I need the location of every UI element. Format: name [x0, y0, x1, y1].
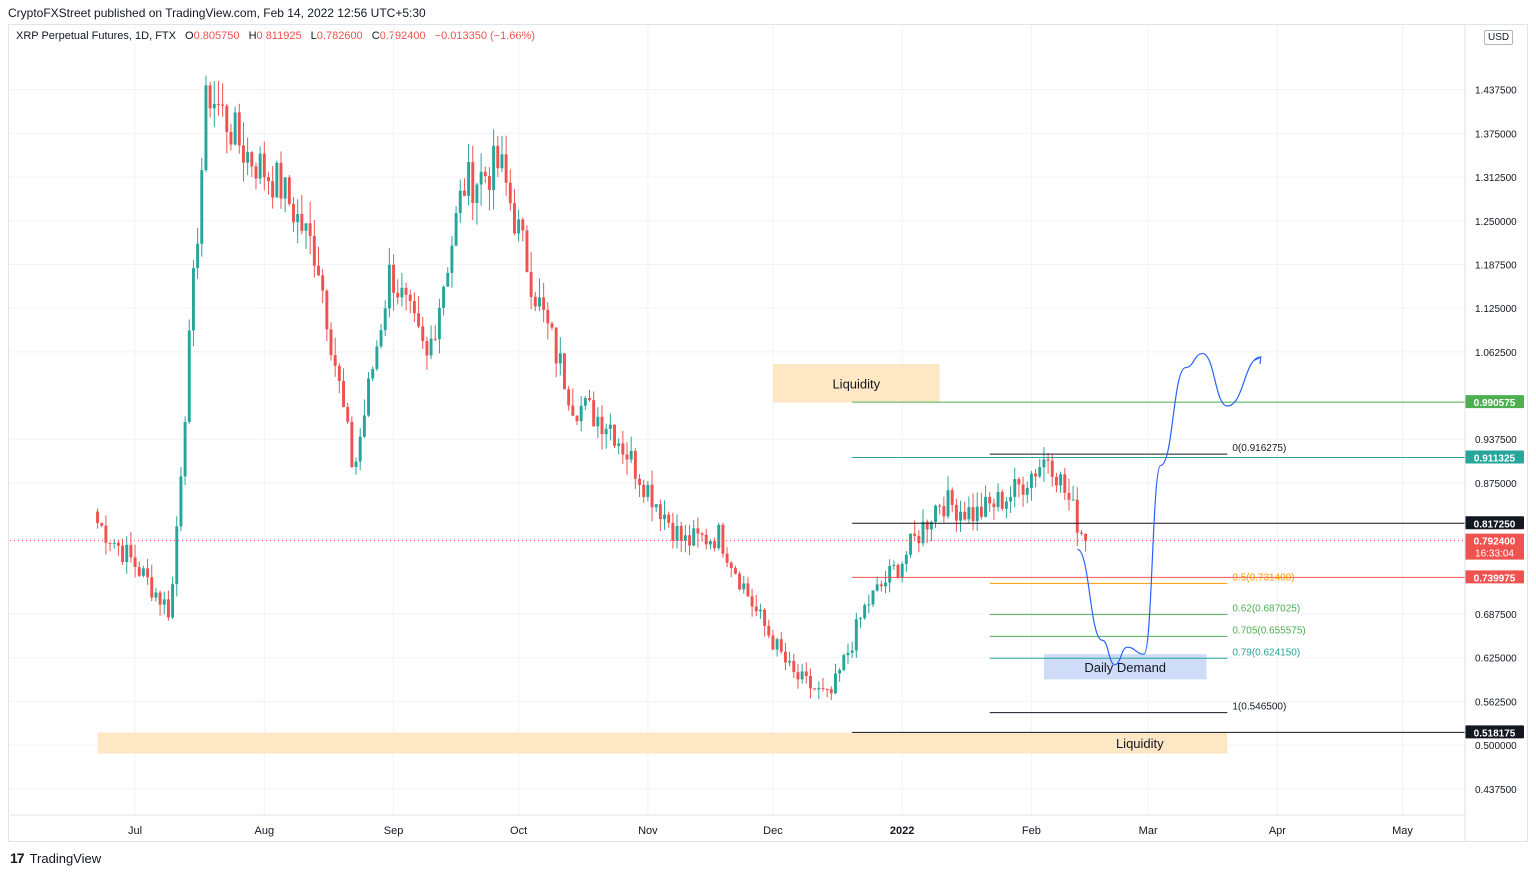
change-value: −0.013350 (−1.66%) [434, 30, 535, 42]
symbol-title: XRP Perpetual Futures, 1D, FTX [16, 30, 176, 42]
tradingview-brand: 17 TradingView [10, 850, 101, 866]
chart-frame [8, 24, 1528, 842]
close-value: 0.792400 [379, 30, 426, 42]
symbol-legend: XRP Perpetual Futures, 1D, FTX O0.805750… [16, 30, 535, 42]
open-value: 0.805750 [193, 30, 240, 42]
publisher-line: CryptoFXStreet published on TradingView.… [8, 6, 426, 20]
currency-button[interactable]: USD [1484, 30, 1514, 45]
open-label: O [185, 30, 194, 42]
high-label: H [248, 30, 257, 42]
low-label: L [310, 30, 317, 42]
tradingview-logo-icon: 17 [10, 850, 25, 866]
close-label: C [371, 30, 380, 42]
low-value: 0.782600 [316, 30, 363, 42]
brand-name: TradingView [29, 850, 102, 866]
high-value: 0.811925 [256, 30, 302, 42]
